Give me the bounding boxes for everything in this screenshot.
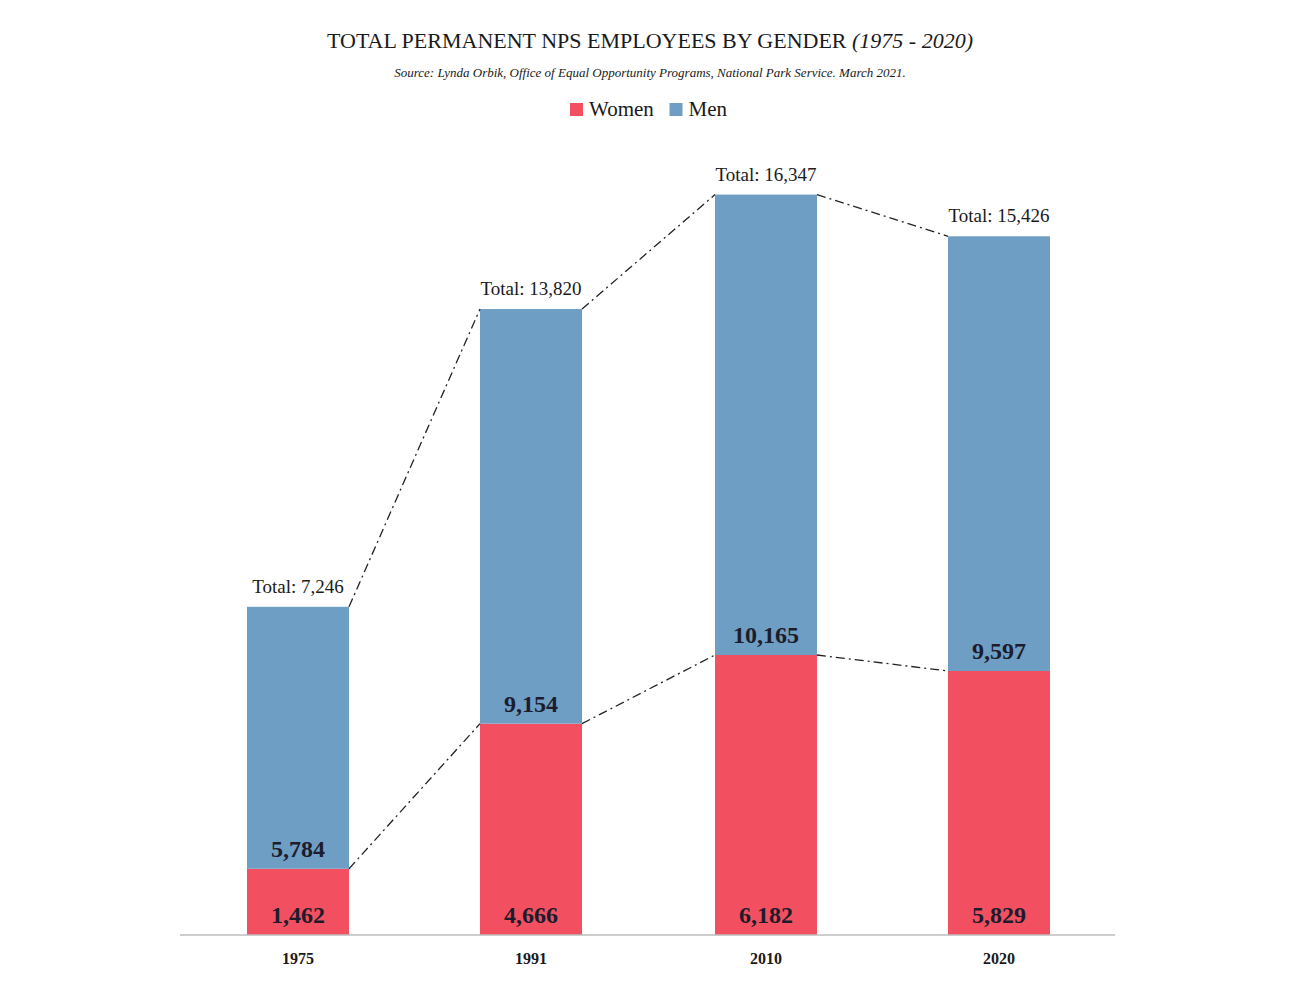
connector-lines	[349, 195, 948, 869]
title-main: TOTAL PERMANENT NPS EMPLOYEES BY GENDER	[327, 28, 852, 53]
bar-segment	[480, 309, 582, 724]
bar-segment	[247, 607, 349, 869]
legend-label: Women	[589, 97, 654, 121]
bar-segment	[480, 724, 582, 935]
x-tick-label: 2020	[983, 950, 1015, 967]
total-connector	[582, 195, 715, 309]
data-label: 10,165	[733, 622, 799, 648]
women-connector	[582, 655, 715, 724]
bars	[247, 195, 1050, 935]
data-label: 9,154	[504, 691, 558, 717]
bar-segment	[715, 655, 817, 935]
total-label: Total: 16,347	[715, 164, 816, 185]
total-label: Total: 13,820	[480, 278, 581, 299]
bar-segment	[715, 195, 817, 655]
x-tick-label: 1975	[282, 950, 314, 967]
data-label: 9,597	[972, 638, 1026, 664]
total-connector	[817, 195, 948, 237]
title: TOTAL PERMANENT NPS EMPLOYEES BY GENDER …	[327, 28, 973, 53]
legend-swatch	[570, 103, 583, 116]
data-label: 4,666	[504, 902, 558, 928]
data-label: 5,829	[972, 902, 1026, 928]
data-label: 1,462	[271, 902, 325, 928]
legend: Women Men	[570, 97, 727, 121]
x-axis-line	[180, 934, 1115, 936]
total-connector	[349, 309, 480, 607]
x-tick-label: 2010	[750, 950, 782, 967]
bar-segment	[948, 671, 1050, 935]
total-label: Total: 7,246	[252, 576, 344, 597]
x-tick-labels: 1975 1991 2010 2020	[282, 950, 1015, 967]
legend-swatch	[670, 103, 683, 116]
bar-segment	[247, 869, 349, 935]
data-label: 6,182	[739, 902, 793, 928]
chart: TOTAL PERMANENT NPS EMPLOYEES BY GENDER …	[0, 0, 1300, 1005]
legend-label: Men	[689, 97, 728, 121]
data-label: 5,784	[271, 836, 325, 862]
subtitle: Source: Lynda Orbik, Office of Equal Opp…	[394, 65, 906, 80]
title-years: (1975 - 2020)	[852, 28, 973, 53]
bar-segment	[948, 236, 1050, 671]
women-connector	[817, 655, 948, 671]
total-label: Total: 15,426	[948, 205, 1049, 226]
women-connector	[349, 724, 480, 869]
x-tick-label: 1991	[515, 950, 547, 967]
data-labels: 1,462 5,784 4,666 9,154 6,182 10,165 5,829 9,59…	[252, 164, 1049, 928]
